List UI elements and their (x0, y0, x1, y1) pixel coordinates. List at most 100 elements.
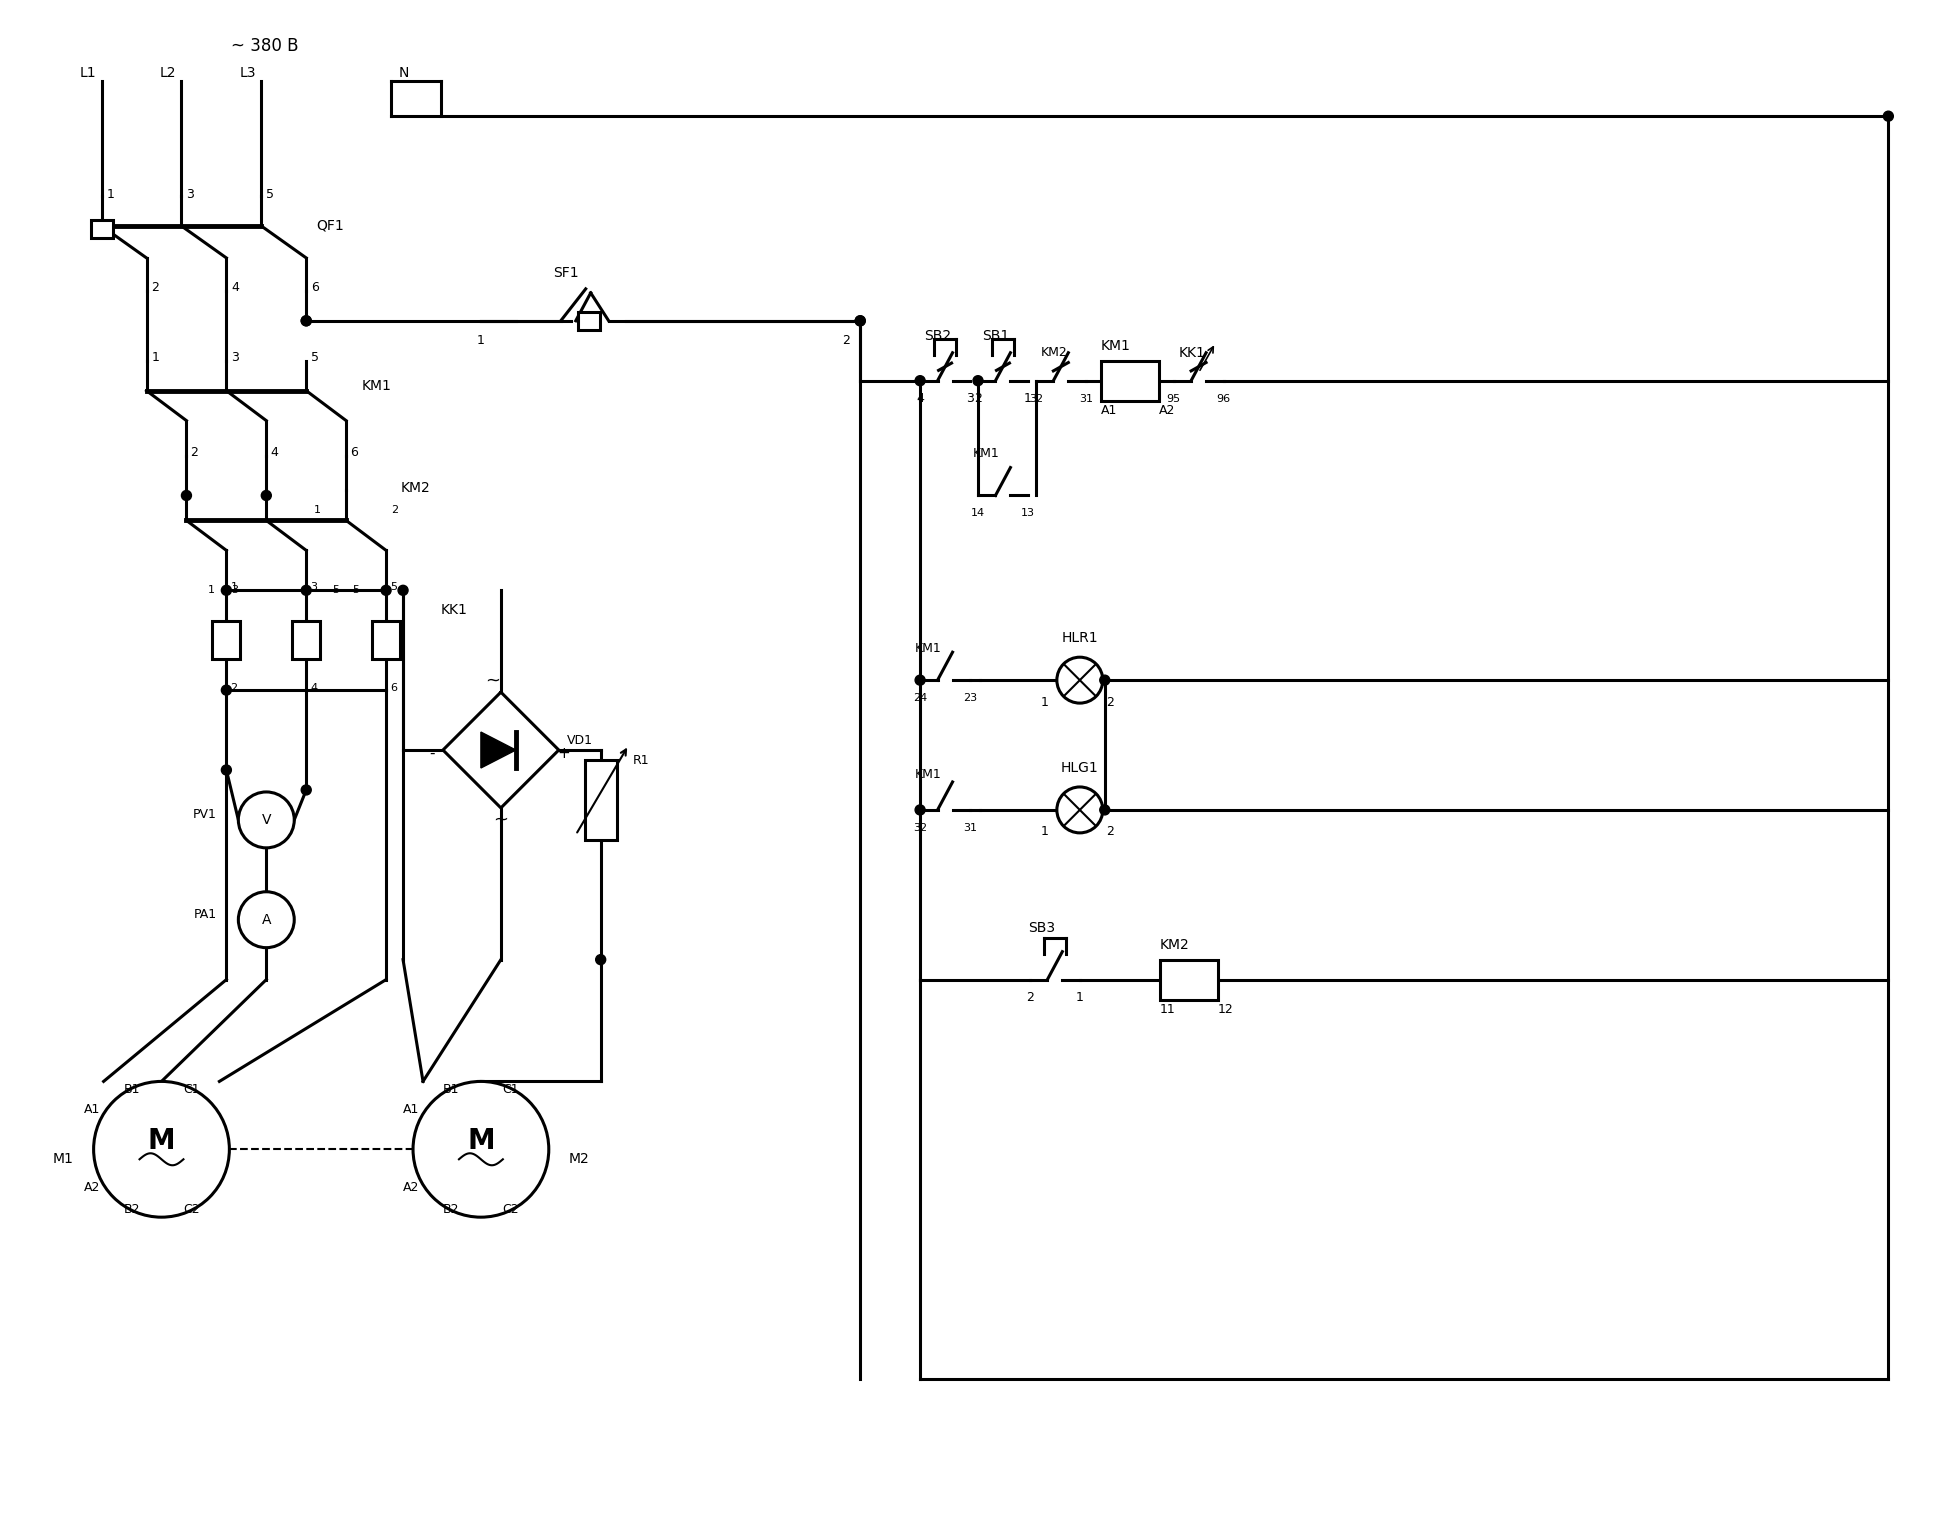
Text: 1: 1 (151, 351, 159, 364)
Text: KM1: KM1 (914, 642, 941, 654)
Circle shape (413, 1081, 548, 1217)
Text: KM1: KM1 (914, 769, 941, 781)
Text: ~: ~ (493, 811, 509, 830)
Text: V: V (262, 813, 270, 827)
Text: A1: A1 (84, 1103, 100, 1116)
Text: A1: A1 (1100, 404, 1117, 418)
Text: 12: 12 (1217, 1003, 1233, 1016)
Circle shape (1057, 787, 1102, 833)
Circle shape (94, 1081, 229, 1217)
Text: 2: 2 (1106, 825, 1114, 839)
Text: SB1: SB1 (982, 329, 1010, 343)
Circle shape (914, 676, 924, 685)
Text: 31: 31 (963, 824, 977, 833)
Text: SB3: SB3 (1027, 921, 1055, 935)
Text: 3: 3 (965, 392, 973, 406)
Text: 1: 1 (313, 505, 321, 515)
Text: C2: C2 (503, 1203, 519, 1215)
Text: A2: A2 (1159, 404, 1174, 418)
Text: 1: 1 (1074, 991, 1084, 1003)
Circle shape (260, 491, 272, 500)
Text: B2: B2 (123, 1203, 139, 1215)
Text: 1: 1 (231, 583, 237, 592)
Text: 5: 5 (311, 351, 319, 364)
Text: 6: 6 (350, 447, 358, 459)
Text: -: - (429, 746, 434, 761)
Text: 1: 1 (106, 188, 114, 200)
Text: 1: 1 (1041, 695, 1049, 709)
Circle shape (221, 586, 231, 595)
Circle shape (914, 805, 924, 814)
Bar (292, 621, 321, 659)
Circle shape (1100, 676, 1110, 685)
Circle shape (973, 375, 982, 386)
Circle shape (182, 491, 192, 500)
Circle shape (855, 316, 865, 326)
Text: KM1: KM1 (1100, 339, 1129, 352)
Circle shape (382, 586, 391, 595)
Circle shape (397, 586, 407, 595)
Circle shape (221, 685, 231, 695)
Text: 6: 6 (389, 683, 397, 694)
Text: 3: 3 (231, 586, 239, 595)
Polygon shape (442, 692, 558, 808)
Text: PV1: PV1 (192, 808, 217, 822)
Text: KM2: KM2 (1041, 346, 1067, 360)
Text: KM1: KM1 (973, 447, 1000, 461)
Text: PA1: PA1 (194, 909, 217, 921)
Text: L3: L3 (239, 66, 256, 81)
Text: 14: 14 (971, 508, 984, 518)
Text: QF1: QF1 (315, 220, 344, 233)
Text: SF1: SF1 (552, 265, 577, 281)
Text: 3: 3 (309, 583, 317, 592)
Text: 32: 32 (912, 824, 928, 833)
Bar (372, 621, 399, 659)
Text: 4: 4 (916, 392, 924, 406)
Circle shape (301, 316, 311, 326)
Text: 31: 31 (1078, 393, 1092, 404)
Text: 2: 2 (151, 282, 159, 294)
Circle shape (239, 791, 294, 848)
Text: 2: 2 (1106, 695, 1114, 709)
Text: SB2: SB2 (924, 329, 951, 343)
Text: M: M (468, 1127, 495, 1156)
Text: L1: L1 (80, 66, 96, 81)
Circle shape (914, 375, 924, 386)
Circle shape (855, 316, 865, 326)
Circle shape (301, 316, 311, 326)
Circle shape (1100, 805, 1110, 814)
Text: +: + (558, 746, 569, 761)
Bar (211, 621, 241, 659)
Text: 6: 6 (311, 282, 319, 294)
Text: ~ 380 B: ~ 380 B (231, 37, 299, 55)
Text: C2: C2 (184, 1203, 200, 1215)
Text: KK1: KK1 (1178, 346, 1206, 360)
Bar (585, 759, 616, 840)
Text: HLR1: HLR1 (1061, 631, 1098, 645)
Text: KK1: KK1 (440, 604, 468, 618)
Bar (90, 220, 112, 238)
Text: 2: 2 (391, 505, 397, 515)
Circle shape (595, 955, 605, 965)
Bar (1100, 361, 1159, 401)
Text: 2: 2 (190, 447, 198, 459)
Text: 5: 5 (389, 583, 397, 592)
Circle shape (301, 586, 311, 595)
Text: 3: 3 (231, 351, 239, 364)
Text: KM2: KM2 (401, 482, 431, 496)
Text: KM2: KM2 (1159, 938, 1188, 952)
Text: M: M (147, 1127, 176, 1156)
Circle shape (1883, 111, 1892, 120)
Text: 4: 4 (270, 447, 278, 459)
Text: 13: 13 (1020, 508, 1035, 518)
Text: C1: C1 (503, 1083, 519, 1096)
Text: 1: 1 (1024, 392, 1031, 406)
Text: A: A (262, 913, 270, 927)
Circle shape (221, 766, 231, 775)
Circle shape (239, 892, 294, 947)
Text: A1: A1 (403, 1103, 419, 1116)
Text: 4: 4 (309, 683, 317, 694)
Text: 23: 23 (963, 694, 977, 703)
Text: HLG1: HLG1 (1061, 761, 1098, 775)
Polygon shape (481, 732, 515, 769)
